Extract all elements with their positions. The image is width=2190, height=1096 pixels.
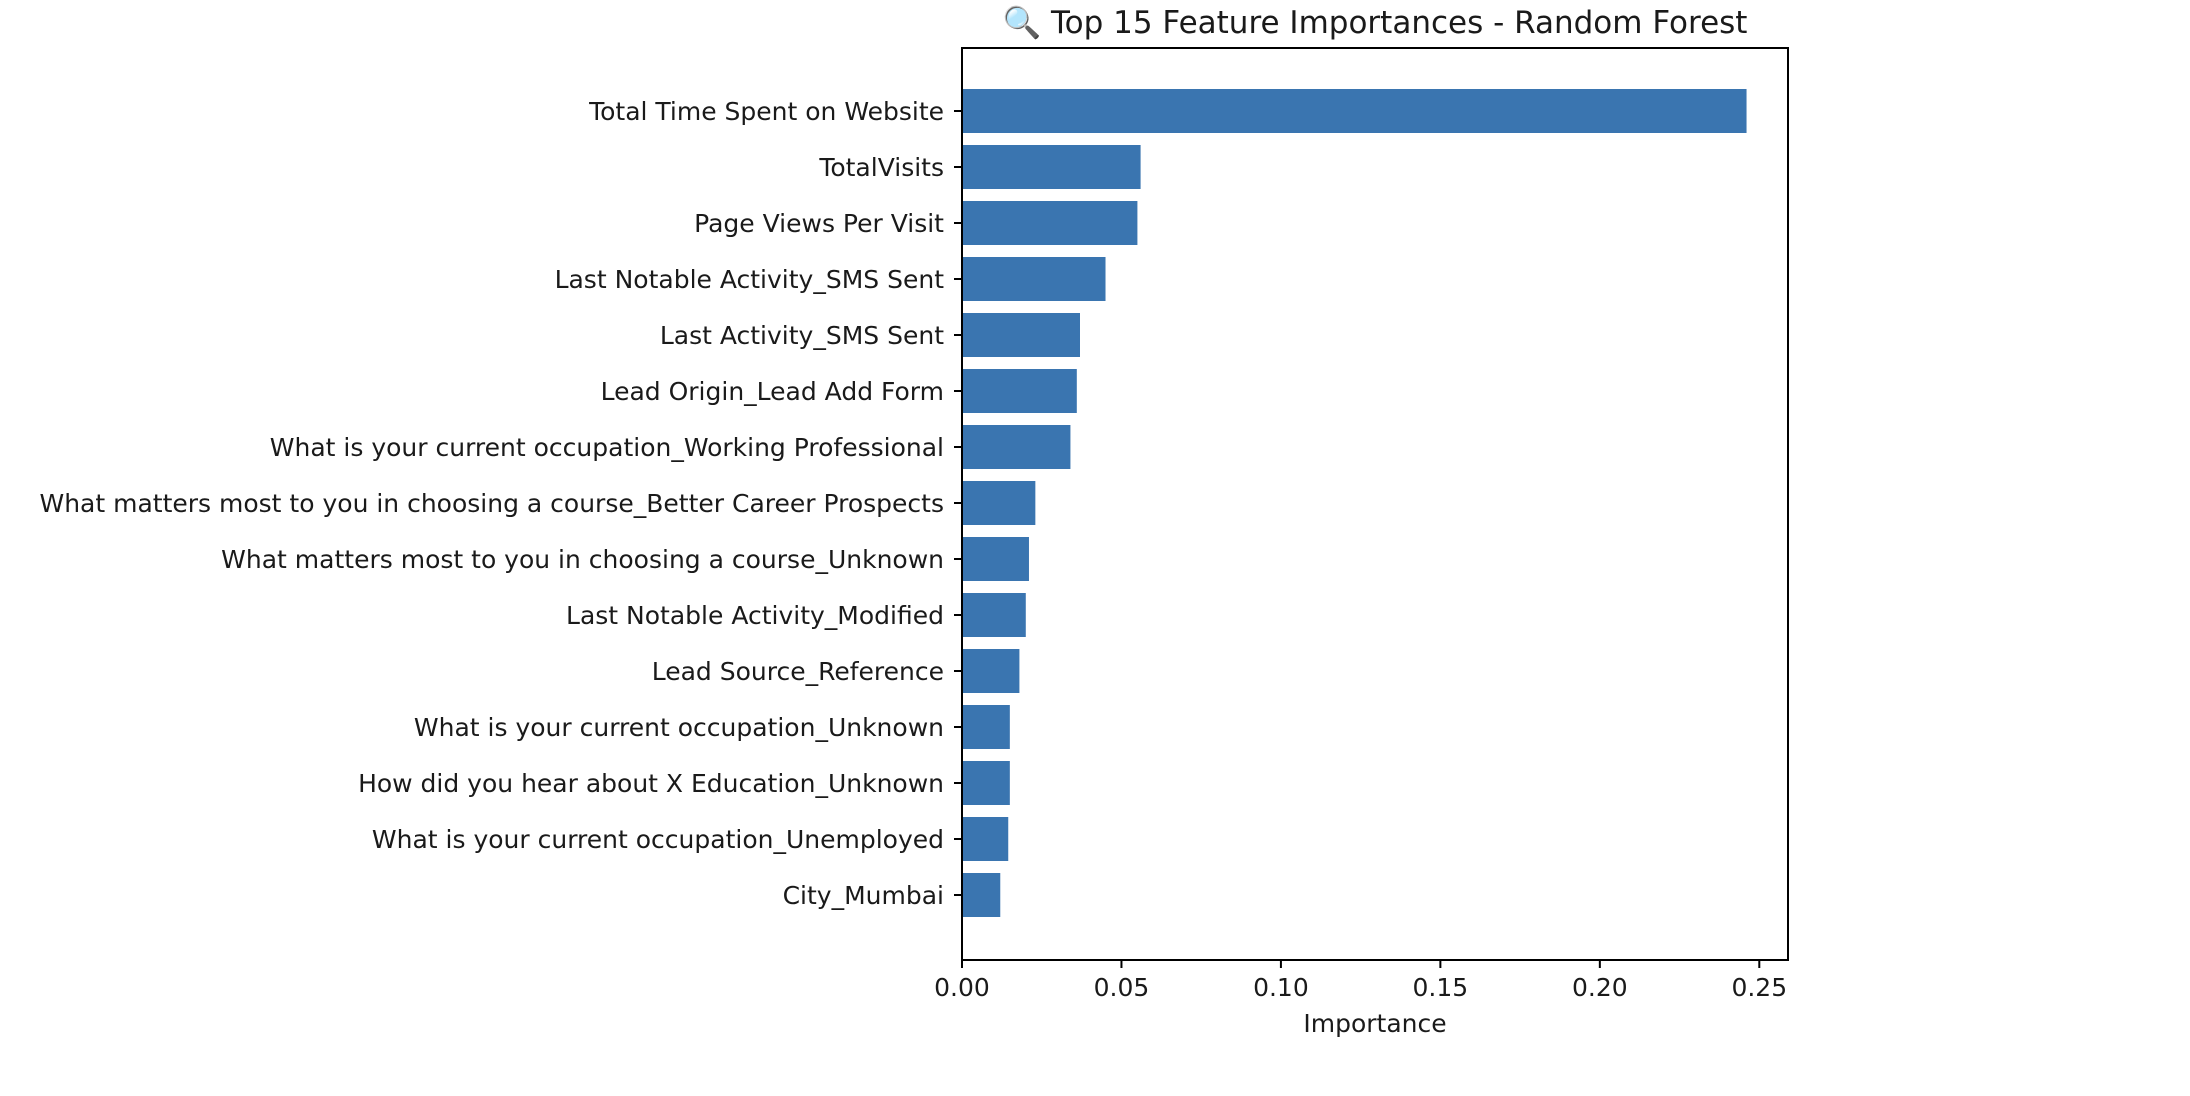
y-tick-label: What matters most to you in choosing a c… (221, 545, 944, 574)
bar (962, 257, 1106, 301)
x-tick-label: 0.15 (1413, 973, 1469, 1002)
bar (962, 369, 1077, 413)
x-axis-label: Importance (1303, 1009, 1446, 1038)
bar (962, 817, 1009, 861)
bar (962, 425, 1071, 469)
x-tick-label: 0.25 (1731, 973, 1787, 1002)
y-tick-label: Last Notable Activity_SMS Sent (555, 265, 945, 294)
y-axis-ticks: Total Time Spent on Website TotalVisits Pa… (39, 97, 962, 910)
bar (962, 481, 1036, 525)
bar (962, 593, 1026, 637)
x-tick-label: 0.10 (1253, 973, 1309, 1002)
bar (962, 145, 1141, 189)
bar (962, 705, 1010, 749)
bar (962, 649, 1020, 693)
y-tick-label: Last Notable Activity_Modified (566, 601, 944, 630)
x-axis-ticks: 0.00 0.05 0.10 0.15 0.20 0.25 (934, 960, 1787, 1002)
y-tick-label: City_Mumbai (783, 881, 944, 910)
x-tick-label: 0.20 (1572, 973, 1628, 1002)
y-tick-label: Page Views Per Visit (694, 209, 944, 238)
plot-frame (961, 47, 1789, 961)
y-tick-label: What is your current occupation_Unknown (414, 713, 944, 742)
bar (962, 761, 1010, 805)
y-tick-label: Lead Origin_Lead Add Form (601, 377, 944, 406)
bar (962, 201, 1138, 245)
x-tick-label: 0.05 (1094, 973, 1150, 1002)
y-tick-label: What is your current occupation_Unemploy… (372, 825, 944, 854)
y-tick-label: TotalVisits (818, 153, 944, 182)
y-tick-label: Lead Source_Reference (652, 657, 944, 686)
y-tick-label: Total Time Spent on Website (588, 97, 944, 126)
bars-group (962, 89, 1747, 917)
bar (962, 873, 1001, 917)
chart-title: 🔍 Top 15 Feature Importances - Random Fo… (1003, 2, 1748, 41)
bar (962, 89, 1747, 133)
bar (962, 537, 1029, 581)
bar (962, 313, 1080, 357)
y-tick-label: How did you hear about X Education_Unkno… (358, 769, 944, 798)
y-tick-label: What is your current occupation_Working … (270, 433, 944, 462)
y-tick-label: What matters most to you in choosing a c… (39, 489, 944, 518)
y-tick-label: Last Activity_SMS Sent (660, 321, 944, 350)
x-tick-label: 0.00 (934, 973, 990, 1002)
